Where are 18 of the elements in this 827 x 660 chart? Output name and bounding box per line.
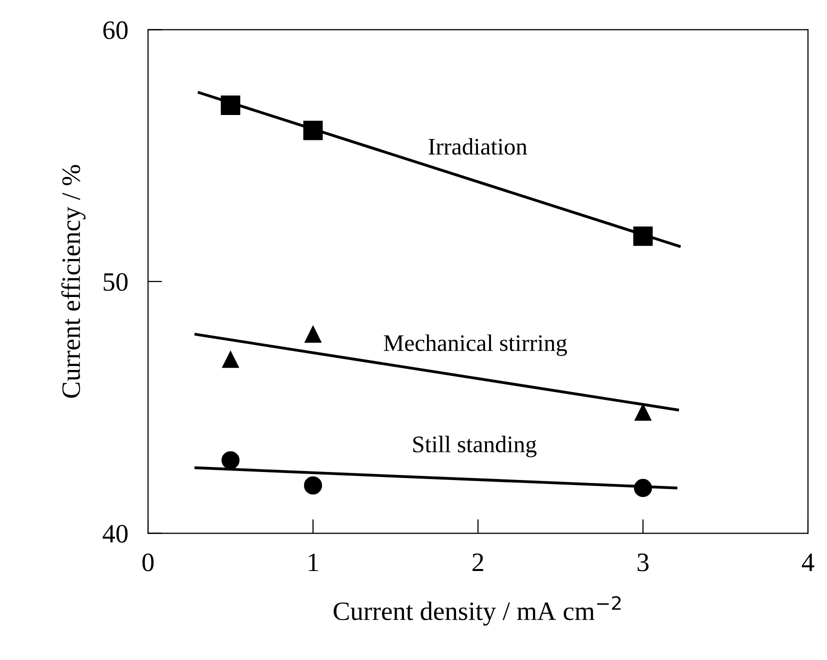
series-label: Mechanical stirring [384,334,567,356]
y-tick-label: 40 [102,524,128,543]
point [222,351,239,368]
x-tick-label: 4 [802,554,814,572]
point [304,476,322,494]
point [634,404,652,421]
point [222,451,240,470]
x-axis-title: Current density / mA cm$^{−2}$ [334,596,621,626]
x-tick-label: 0 [142,553,154,572]
series-label: Irradiation [428,138,528,155]
y-tick-label: 50 [104,273,128,291]
x-tick-label: 2 [472,554,484,572]
x-tick-label: 3 [638,554,649,572]
x-tick-label: 1 [308,554,318,572]
y-axis-title: Current efficiency / % [61,165,86,398]
series-label: Still standing [413,436,537,458]
y-tick-label: 60 [103,21,128,40]
point [304,326,322,343]
